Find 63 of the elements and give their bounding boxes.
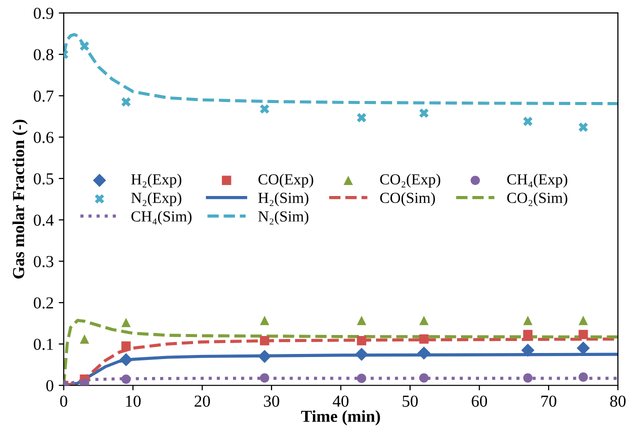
point bbox=[523, 330, 532, 340]
y-tick-label: 0.8 bbox=[34, 49, 54, 60]
point bbox=[419, 108, 429, 118]
point bbox=[80, 334, 90, 344]
point bbox=[578, 316, 588, 326]
legend-label: H₂(Exp) bbox=[131, 174, 182, 188]
point bbox=[356, 113, 366, 122]
legend-label: CO(Exp) bbox=[258, 174, 314, 188]
y-tick-label: 0.6 bbox=[34, 132, 54, 144]
y-tick-label: 0.7 bbox=[34, 90, 54, 102]
x-tick-label: 70 bbox=[541, 396, 556, 407]
point bbox=[578, 372, 588, 382]
point bbox=[260, 373, 270, 383]
point bbox=[576, 342, 590, 355]
x-tick-label: 40 bbox=[332, 396, 348, 407]
legend-label: CH₄(Sim) bbox=[131, 210, 192, 225]
point bbox=[119, 353, 133, 366]
y-tick-label: 0.9 bbox=[34, 8, 54, 20]
point bbox=[121, 318, 131, 328]
point bbox=[417, 346, 431, 360]
point bbox=[523, 373, 532, 383]
x-tick-label: 80 bbox=[610, 396, 626, 407]
x-axis-title: Time (min) bbox=[301, 410, 380, 426]
x-tick-label: 0 bbox=[60, 396, 68, 407]
point bbox=[521, 344, 534, 357]
y-tick-label: 0 bbox=[46, 380, 54, 392]
y-axis-title: Gas molar Fraction (-) bbox=[12, 120, 28, 279]
point bbox=[260, 104, 270, 114]
legend-label: CO₂(Exp) bbox=[380, 174, 440, 188]
y-tick-label: 0.1 bbox=[34, 338, 53, 350]
point bbox=[121, 97, 131, 107]
point bbox=[523, 116, 532, 126]
point bbox=[523, 316, 532, 326]
x-tick-label: 30 bbox=[264, 396, 280, 407]
x-tick-label: 50 bbox=[402, 396, 418, 407]
x-tick-label: 10 bbox=[126, 396, 141, 407]
point bbox=[578, 330, 588, 340]
point bbox=[356, 374, 366, 383]
legend-label: N₂(Exp) bbox=[131, 192, 182, 206]
point bbox=[258, 350, 272, 363]
point bbox=[419, 373, 429, 383]
point bbox=[356, 336, 366, 346]
y-tick-label: 0.4 bbox=[34, 214, 54, 226]
point bbox=[80, 41, 90, 51]
point bbox=[578, 122, 588, 132]
legend-label: N₂(Sim) bbox=[258, 210, 308, 225]
legend-label: H₂(Sim) bbox=[258, 192, 308, 206]
point bbox=[121, 341, 131, 351]
point bbox=[419, 316, 429, 326]
point bbox=[260, 336, 270, 346]
y-tick-label: 0.3 bbox=[34, 256, 54, 268]
legend-label: CO₂(Sim) bbox=[507, 192, 568, 206]
y-tick-label: 0.5 bbox=[34, 173, 54, 185]
legend-label: CH₄(Exp) bbox=[507, 174, 568, 188]
point bbox=[121, 374, 131, 384]
point bbox=[356, 316, 366, 326]
legend-label: CO(Sim) bbox=[380, 192, 435, 206]
point bbox=[354, 348, 368, 361]
point bbox=[419, 334, 429, 344]
x-tick-label: 60 bbox=[472, 396, 488, 407]
x-tick-label: 20 bbox=[194, 396, 210, 407]
point bbox=[260, 316, 270, 326]
y-tick-label: 0.2 bbox=[34, 297, 54, 309]
